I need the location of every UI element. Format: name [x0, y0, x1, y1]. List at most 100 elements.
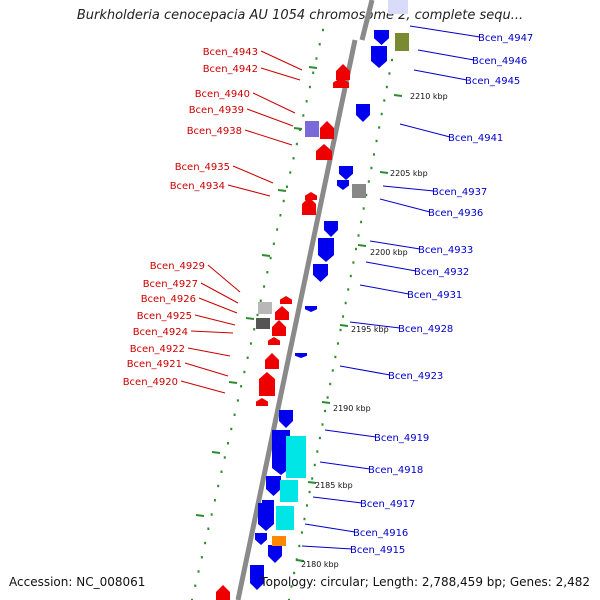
reverse-gene-arrow-icon[interactable] — [259, 372, 275, 396]
reverse-gene-arrow-icon[interactable] — [316, 144, 332, 160]
rna-feature[interactable] — [276, 506, 294, 530]
forward-gene-arrow-icon[interactable] — [305, 306, 317, 312]
purple-feature[interactable] — [305, 121, 319, 137]
gene-label-right[interactable]: Bcen_4947 — [478, 33, 533, 44]
pseudo-gene[interactable] — [256, 318, 270, 329]
gene-label-left[interactable]: Bcen_4922 — [130, 344, 185, 355]
reverse-gene-arrow-icon[interactable] — [275, 306, 289, 320]
gene-label-right[interactable]: Bcen_4931 — [407, 290, 462, 301]
leader-line — [359, 284, 410, 295]
left-track-dot — [295, 142, 298, 146]
gene-label-right[interactable]: Bcen_4933 — [418, 245, 473, 256]
forward-gene-arrow-icon[interactable] — [272, 430, 290, 475]
left-track-dot — [279, 214, 282, 217]
left-track-dot — [302, 114, 305, 117]
reverse-gene-arrow-icon[interactable] — [265, 353, 279, 369]
forward-gene-arrow-icon[interactable] — [255, 533, 267, 545]
left-track-dot — [213, 499, 216, 502]
reverse-gene-arrow-icon[interactable] — [305, 192, 317, 200]
forward-gene-arrow-icon[interactable] — [324, 221, 338, 237]
right-track-dot — [300, 531, 303, 534]
left-track-dot — [263, 285, 266, 288]
gene-label-right[interactable]: Bcen_4919 — [374, 433, 429, 444]
left-track-dot — [289, 171, 292, 174]
forward-gene-arrow-icon[interactable] — [258, 503, 274, 531]
gene-label-left[interactable]: Bcen_4929 — [150, 261, 205, 272]
leader-line — [417, 49, 475, 61]
gene-label-right[interactable]: Bcen_4945 — [465, 76, 520, 87]
reverse-gene-arrow-icon[interactable] — [336, 64, 350, 80]
gene-label-right[interactable]: Bcen_4917 — [360, 499, 415, 510]
gene-label-left[interactable]: Bcen_4943 — [203, 47, 258, 58]
reverse-gene-arrow-icon[interactable] — [272, 320, 286, 336]
gene-label-right[interactable]: Bcen_4923 — [388, 371, 443, 382]
right-track-dot — [344, 301, 347, 305]
forward-gene-arrow-icon[interactable] — [337, 180, 349, 190]
scale-tick-icon — [295, 559, 305, 562]
gene-label-left[interactable]: Bcen_4921 — [127, 359, 182, 370]
leader-line — [304, 523, 356, 533]
forward-gene-arrow-icon[interactable] — [356, 104, 370, 122]
pseudo-gene[interactable] — [258, 302, 272, 314]
orange-feature[interactable] — [272, 536, 286, 546]
gene-label-left[interactable]: Bcen_4940 — [195, 89, 250, 100]
gene-label-right[interactable]: Bcen_4941 — [448, 133, 503, 144]
left-track-dot — [276, 228, 279, 231]
reverse-gene-arrow-icon[interactable] — [216, 585, 230, 600]
reverse-gene-arrow-icon[interactable] — [320, 121, 334, 139]
olive-feature[interactable] — [395, 33, 409, 51]
gene-label-left[interactable]: Bcen_4927 — [143, 279, 198, 290]
gene-label-left[interactable]: Bcen_4934 — [170, 181, 225, 192]
forward-gene-arrow-icon[interactable] — [374, 30, 389, 45]
gene-label-left[interactable]: Bcen_4935 — [175, 162, 230, 173]
right-track-dot — [321, 423, 324, 426]
forward-gene-arrow-icon[interactable] — [295, 353, 307, 358]
left-track-dot — [223, 456, 226, 459]
reverse-gene-arrow-icon[interactable] — [333, 78, 349, 88]
left-track-dot — [282, 199, 285, 203]
forward-gene-arrow-icon[interactable] — [318, 238, 334, 262]
reverse-gene-arrow-icon[interactable] — [268, 337, 280, 345]
gene-label-left[interactable]: Bcen_4925 — [137, 311, 192, 322]
forward-gene-arrow-icon[interactable] — [371, 46, 387, 68]
left-track-dot — [197, 570, 200, 573]
pseudo-gene[interactable] — [352, 184, 366, 198]
gene-label-right[interactable]: Bcen_4915 — [350, 545, 405, 556]
rna-feature[interactable] — [280, 480, 298, 502]
reverse-gene-arrow-icon[interactable] — [302, 197, 316, 215]
gene-label-left[interactable]: Bcen_4924 — [133, 327, 188, 338]
forward-gene-arrow-icon[interactable] — [339, 166, 353, 180]
leader-line — [399, 123, 451, 138]
light-feature[interactable] — [388, 0, 408, 14]
right-track-dot — [308, 490, 311, 494]
forward-gene-arrow-icon[interactable] — [250, 565, 264, 590]
gene-label-right[interactable]: Bcen_4928 — [398, 324, 453, 335]
gene-label-right[interactable]: Bcen_4918 — [368, 465, 423, 476]
left-track-dot — [194, 584, 197, 587]
right-track-dot — [362, 207, 365, 210]
forward-gene-arrow-icon[interactable] — [268, 545, 282, 563]
reverse-gene-arrow-icon[interactable] — [280, 296, 292, 304]
gene-label-right[interactable]: Bcen_4937 — [432, 187, 487, 198]
gene-label-left[interactable]: Bcen_4939 — [189, 105, 244, 116]
reverse-gene-arrow-icon[interactable] — [256, 398, 268, 406]
scale-tick-icon — [308, 66, 318, 69]
scale-tick-icon — [307, 481, 317, 484]
forward-gene-arrow-icon[interactable] — [313, 264, 328, 282]
gene-label-right[interactable]: Bcen_4946 — [472, 56, 527, 67]
forward-gene-arrow-icon[interactable] — [279, 410, 293, 428]
gene-label-left[interactable]: Bcen_4920 — [123, 377, 178, 388]
leader-line — [200, 282, 239, 304]
left-track-dot — [305, 100, 308, 103]
forward-gene-arrow-icon[interactable] — [266, 476, 281, 496]
gene-label-left[interactable]: Bcen_4938 — [187, 126, 242, 137]
right-track-dot — [324, 409, 327, 413]
rna-feature[interactable] — [286, 436, 306, 478]
gene-label-left[interactable]: Bcen_4926 — [141, 294, 196, 305]
gene-label-left[interactable]: Bcen_4942 — [203, 64, 258, 75]
gene-label-right[interactable]: Bcen_4916 — [353, 528, 408, 539]
leader-line — [319, 461, 371, 470]
gene-label-right[interactable]: Bcen_4932 — [414, 267, 469, 278]
gene-label-right[interactable]: Bcen_4936 — [428, 208, 483, 219]
